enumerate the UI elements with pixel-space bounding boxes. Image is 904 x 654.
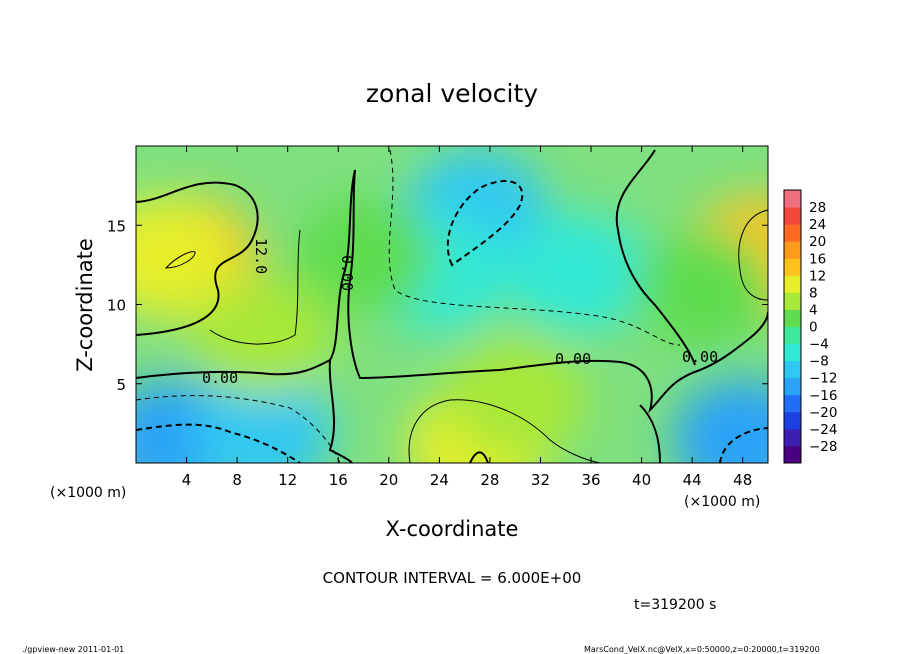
plot-area: 12.0 0.00 0.00 0.00 0.00 [135, 145, 769, 464]
x-tick-label: 44 [683, 471, 702, 489]
contour-18 [164, 251, 196, 269]
colorbar-cell [784, 258, 801, 276]
colorbar-label: −24 [809, 422, 838, 438]
colorbar-cell [784, 326, 801, 345]
contour-interval: CONTOUR INTERVAL = 6.000E+00 [323, 569, 582, 587]
heatmap-region [192, 371, 333, 463]
colorbar-label: 0 [809, 320, 818, 336]
contour-label: 0.00 [338, 255, 356, 291]
contour-12 [136, 181, 259, 336]
colorbar-cell [784, 309, 801, 327]
contour-0-main [347, 169, 768, 414]
colorbar-cell [784, 275, 801, 293]
colorbar-cell [784, 411, 801, 430]
x-tick-label: 40 [632, 471, 651, 489]
colorbar-label: −16 [809, 388, 838, 404]
contour-lines [136, 149, 768, 463]
x-tick-label: 24 [430, 471, 449, 489]
x-tick-label: 8 [232, 471, 242, 489]
colorbar-label: −4 [809, 337, 829, 353]
x-tick-label: 32 [531, 471, 550, 489]
contour-neg6 [388, 149, 681, 346]
x-tick-label: 4 [182, 471, 192, 489]
time-label: t=319200 s [634, 597, 716, 613]
footer-right: MarsCond_VelX.nc@VelX,x=0:50000,z=0:2000… [584, 645, 820, 654]
contour-neg12-bottom [136, 423, 301, 463]
colorbar-label: 24 [809, 217, 826, 233]
y-tick-label: 5 [116, 376, 126, 394]
colorbar-cell [784, 360, 801, 379]
x-tick-label: 36 [581, 471, 600, 489]
y-axis: 5 10 15 [107, 217, 768, 394]
colorbar-cell [784, 241, 801, 259]
contour-label: 0.00 [682, 348, 718, 366]
x-tick-label: 48 [733, 471, 752, 489]
x-axis-label: X-coordinate [386, 517, 519, 541]
y-tick-label: 15 [107, 217, 126, 235]
contour-0-right [615, 149, 696, 366]
colorbar-label: −12 [809, 371, 838, 387]
x-axis: 4 8 12 16 20 24 28 32 36 40 44 48 [182, 146, 752, 489]
contour-0-lower [328, 359, 353, 463]
contour-6-left [209, 229, 301, 345]
y-axis-label: Z-coordinate [73, 238, 97, 372]
heatmap-region [136, 196, 232, 317]
colorbar-label: −28 [809, 439, 838, 455]
contour-neg12 [446, 180, 524, 267]
contour-label: 0.00 [555, 350, 591, 368]
x-unit-right: (×1000 m) [684, 494, 760, 510]
contour-labels: 12.0 0.00 0.00 0.00 0.00 [202, 238, 718, 387]
y-tick-label: 10 [107, 297, 126, 315]
colorbar-label: 8 [809, 285, 818, 301]
colorbar-cell [784, 224, 801, 242]
chart-title: zonal velocity [366, 79, 538, 108]
colorbar-cell [784, 377, 801, 396]
colorbar-label: 4 [809, 302, 818, 318]
x-tick-label: 28 [480, 471, 499, 489]
heatmap-region [634, 228, 768, 349]
x-tick-label: 20 [379, 471, 398, 489]
colorbar-label: 16 [809, 251, 826, 267]
heatmap-region [445, 339, 586, 460]
colorbar-cell [784, 394, 801, 413]
colorbar-label: 28 [809, 200, 826, 216]
colorbar-label: 12 [809, 268, 826, 284]
x-tick-label: 12 [278, 471, 297, 489]
contour-0-hook [639, 404, 661, 463]
heatmap-region [508, 212, 649, 333]
colorbar-label: 20 [809, 234, 826, 250]
heatmap-field [136, 149, 768, 463]
contour-6-lower [408, 399, 601, 463]
colorbar-label: −8 [809, 354, 829, 370]
colorbar-cell [784, 190, 801, 208]
colorbar-cell [784, 445, 801, 464]
contour-neg6-bottom [136, 395, 341, 463]
contour-neg12-right [719, 427, 768, 463]
colorbar-cell [784, 343, 801, 362]
contour-6-bottom [469, 451, 489, 463]
contour-label: 0.00 [202, 369, 238, 387]
colorbar-label: −20 [809, 405, 838, 421]
heatmap-region [293, 196, 434, 317]
heatmap-region [672, 379, 768, 463]
colorbar-cell [784, 428, 801, 447]
colorbar-cell [784, 292, 801, 310]
x-tick-label: 16 [329, 471, 348, 489]
footer-left: ./gpview-new 2011-01-01 [22, 645, 124, 654]
x-unit-left: (×1000 m) [50, 485, 126, 501]
colorbar-cell [784, 207, 801, 225]
contour-12-right [738, 209, 768, 301]
contour-label: 12.0 [252, 238, 270, 274]
colorbar-frame [783, 189, 802, 464]
